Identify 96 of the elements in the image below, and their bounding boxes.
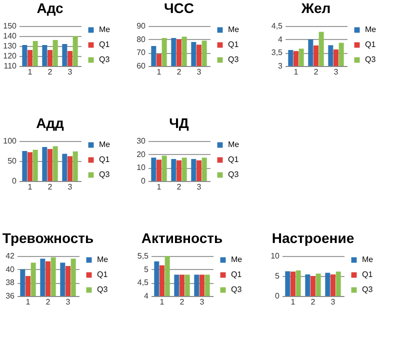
x-tick-label: 1	[160, 298, 165, 306]
y-tick-label: 3	[278, 62, 284, 70]
bar	[48, 149, 52, 181]
bar	[42, 147, 48, 181]
legend-label: Q1	[228, 155, 240, 164]
x-tick-label: 2	[180, 298, 185, 306]
legend-label: Me	[362, 255, 374, 264]
legend-label: Q1	[231, 270, 242, 279]
legend-label: Q1	[365, 40, 376, 49]
y-tick-label: 5	[275, 272, 280, 280]
chart-title: Настроение	[272, 230, 354, 246]
y-tick-label: 140	[3, 32, 18, 40]
y-tick-label: 36	[6, 292, 16, 300]
y-tick-label: 10	[136, 163, 146, 172]
chart-title: Тревожность	[2, 230, 94, 246]
y-tick-label: 5,5	[137, 252, 150, 260]
chart-title: ЧД	[169, 115, 189, 131]
legend-label: Me	[365, 25, 377, 34]
legend-label: Q1	[228, 40, 240, 49]
legend-label: Q3	[97, 285, 108, 294]
x-tick-label: 1	[290, 298, 296, 306]
y-tick-label: 80	[136, 34, 146, 44]
y-tick-label: 150	[3, 22, 18, 30]
y-tick-label: 5	[144, 264, 150, 274]
y-tick-label: 0	[141, 176, 146, 186]
bar	[28, 152, 32, 181]
chart-title: ЧСС	[164, 0, 194, 16]
legend-label: Q1	[99, 155, 110, 164]
x-tick-label: 2	[310, 298, 316, 306]
y-tick-label: 40	[6, 264, 16, 274]
y-tick-label: 120	[3, 52, 18, 60]
x-tick-label: 3	[196, 68, 202, 76]
x-tick-label: 3	[196, 182, 202, 192]
x-tick-label: 2	[314, 68, 319, 76]
y-tick-label: 100	[3, 136, 18, 146]
legend-label: Q3	[365, 55, 376, 64]
x-tick-label: 3	[68, 68, 73, 76]
legend-label: Q3	[228, 55, 240, 64]
legend-label: Q3	[228, 170, 240, 179]
x-tick-label: 2	[48, 68, 53, 76]
bar	[32, 150, 38, 181]
x-tick-label: 2	[176, 68, 182, 76]
y-tick-label: 3,5	[271, 48, 284, 58]
legend-label: Q3	[362, 285, 374, 294]
x-tick-label: 1	[28, 182, 33, 192]
x-tick-label: 1	[294, 68, 299, 76]
y-tick-label: 30	[136, 136, 146, 146]
x-tick-label: 1	[156, 182, 162, 192]
legend-label: Me	[97, 255, 109, 264]
legend-label: Q1	[99, 40, 110, 49]
y-tick-label: 110	[4, 62, 18, 70]
y-tick-label: 90	[136, 22, 146, 30]
bar	[52, 146, 58, 181]
y-tick-label: 4	[144, 292, 150, 300]
x-tick-label: 1	[156, 68, 162, 76]
y-tick-label: 60	[136, 62, 146, 70]
bar	[72, 151, 78, 181]
legend-label: Q3	[231, 285, 242, 294]
y-tick-label: 42	[6, 252, 16, 260]
y-tick-label: 20	[136, 150, 146, 159]
bar	[68, 156, 72, 181]
x-tick-label: 3	[200, 298, 205, 306]
y-tick-label: 50	[8, 156, 18, 166]
legend-label: Q3	[99, 55, 110, 64]
x-tick-label: 1	[26, 298, 31, 306]
x-tick-label: 2	[46, 298, 51, 306]
legend-label: Q3	[99, 170, 110, 179]
legend-label: Me	[99, 25, 111, 34]
chart-title: Жел	[300, 0, 331, 16]
chart-title: Адд	[36, 115, 64, 131]
y-tick-label: 130	[3, 42, 18, 50]
y-tick-label: 70	[136, 48, 146, 58]
x-tick-label: 3	[334, 68, 339, 76]
x-tick-label: 3	[68, 182, 73, 192]
x-tick-label: 3	[330, 298, 336, 306]
y-tick-label: 4,5	[137, 278, 150, 288]
legend-label: Me	[99, 140, 111, 149]
x-tick-label: 3	[66, 298, 71, 306]
bar	[22, 151, 28, 181]
x-tick-label: 1	[28, 68, 33, 76]
chart-title: Активность	[141, 230, 224, 246]
y-tick-label: 10	[270, 252, 280, 260]
bar	[62, 154, 68, 181]
y-tick-label: 0	[275, 292, 280, 300]
legend-label: Me	[228, 25, 240, 34]
legend-label: Me	[228, 140, 240, 149]
y-tick-label: 4,5	[271, 22, 284, 30]
legend-label: Q1	[97, 270, 108, 279]
x-tick-label: 2	[176, 182, 182, 192]
x-tick-label: 2	[48, 182, 53, 192]
chart-title: Адс	[36, 0, 64, 16]
y-tick-label: 0	[12, 176, 18, 186]
y-tick-label: 4	[278, 34, 284, 44]
legend-label: Me	[231, 255, 243, 264]
legend-label: Q1	[362, 270, 374, 279]
y-tick-label: 38	[6, 278, 16, 288]
